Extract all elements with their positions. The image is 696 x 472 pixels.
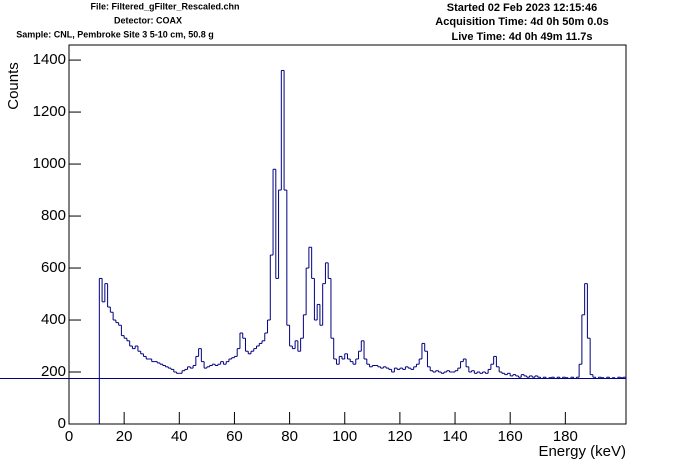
header-text: Detector: COAX xyxy=(114,15,182,25)
y-tick-label: 0 xyxy=(58,415,66,432)
header-text: Live Time: 4d 0h 49m 11.7s xyxy=(451,31,592,43)
header-text: File: Filtered_gFilter_Rescaled.chn xyxy=(90,1,239,11)
y-tick-label: 400 xyxy=(41,311,66,328)
x-tick-label: 180 xyxy=(553,428,578,445)
x-tick-label: 160 xyxy=(498,428,523,445)
x-tick-label: 20 xyxy=(116,428,133,445)
y-tick-label: 600 xyxy=(41,259,66,276)
x-tick-label: 100 xyxy=(332,428,357,445)
x-tick-label: 0 xyxy=(65,428,73,445)
y-tick-label: 1400 xyxy=(33,51,66,68)
header-text: Started 02 Feb 2023 12:15:46 xyxy=(447,2,597,14)
y-axis-label: Counts xyxy=(5,62,22,110)
x-tick-label: 140 xyxy=(443,428,468,445)
header-text: Sample: CNL, Pembroke Site 3 5-10 cm, 50… xyxy=(16,29,214,39)
y-tick-label: 800 xyxy=(41,207,66,224)
x-tick-label: 120 xyxy=(387,428,412,445)
y-tick-label: 1000 xyxy=(33,155,66,172)
x-tick-label: 60 xyxy=(226,428,243,445)
y-tick-label: 1200 xyxy=(33,103,66,120)
x-tick-label: 40 xyxy=(171,428,188,445)
y-tick-label: 200 xyxy=(41,363,66,380)
header-text: Acquisition Time: 4d 0h 50m 0.0s xyxy=(435,16,608,28)
x-axis-label: Energy (keV) xyxy=(538,443,626,460)
plot-frame xyxy=(68,44,627,425)
header: File: Filtered_gFilter_Rescaled.chn Dete… xyxy=(16,1,608,43)
x-tick-label: 80 xyxy=(281,428,298,445)
